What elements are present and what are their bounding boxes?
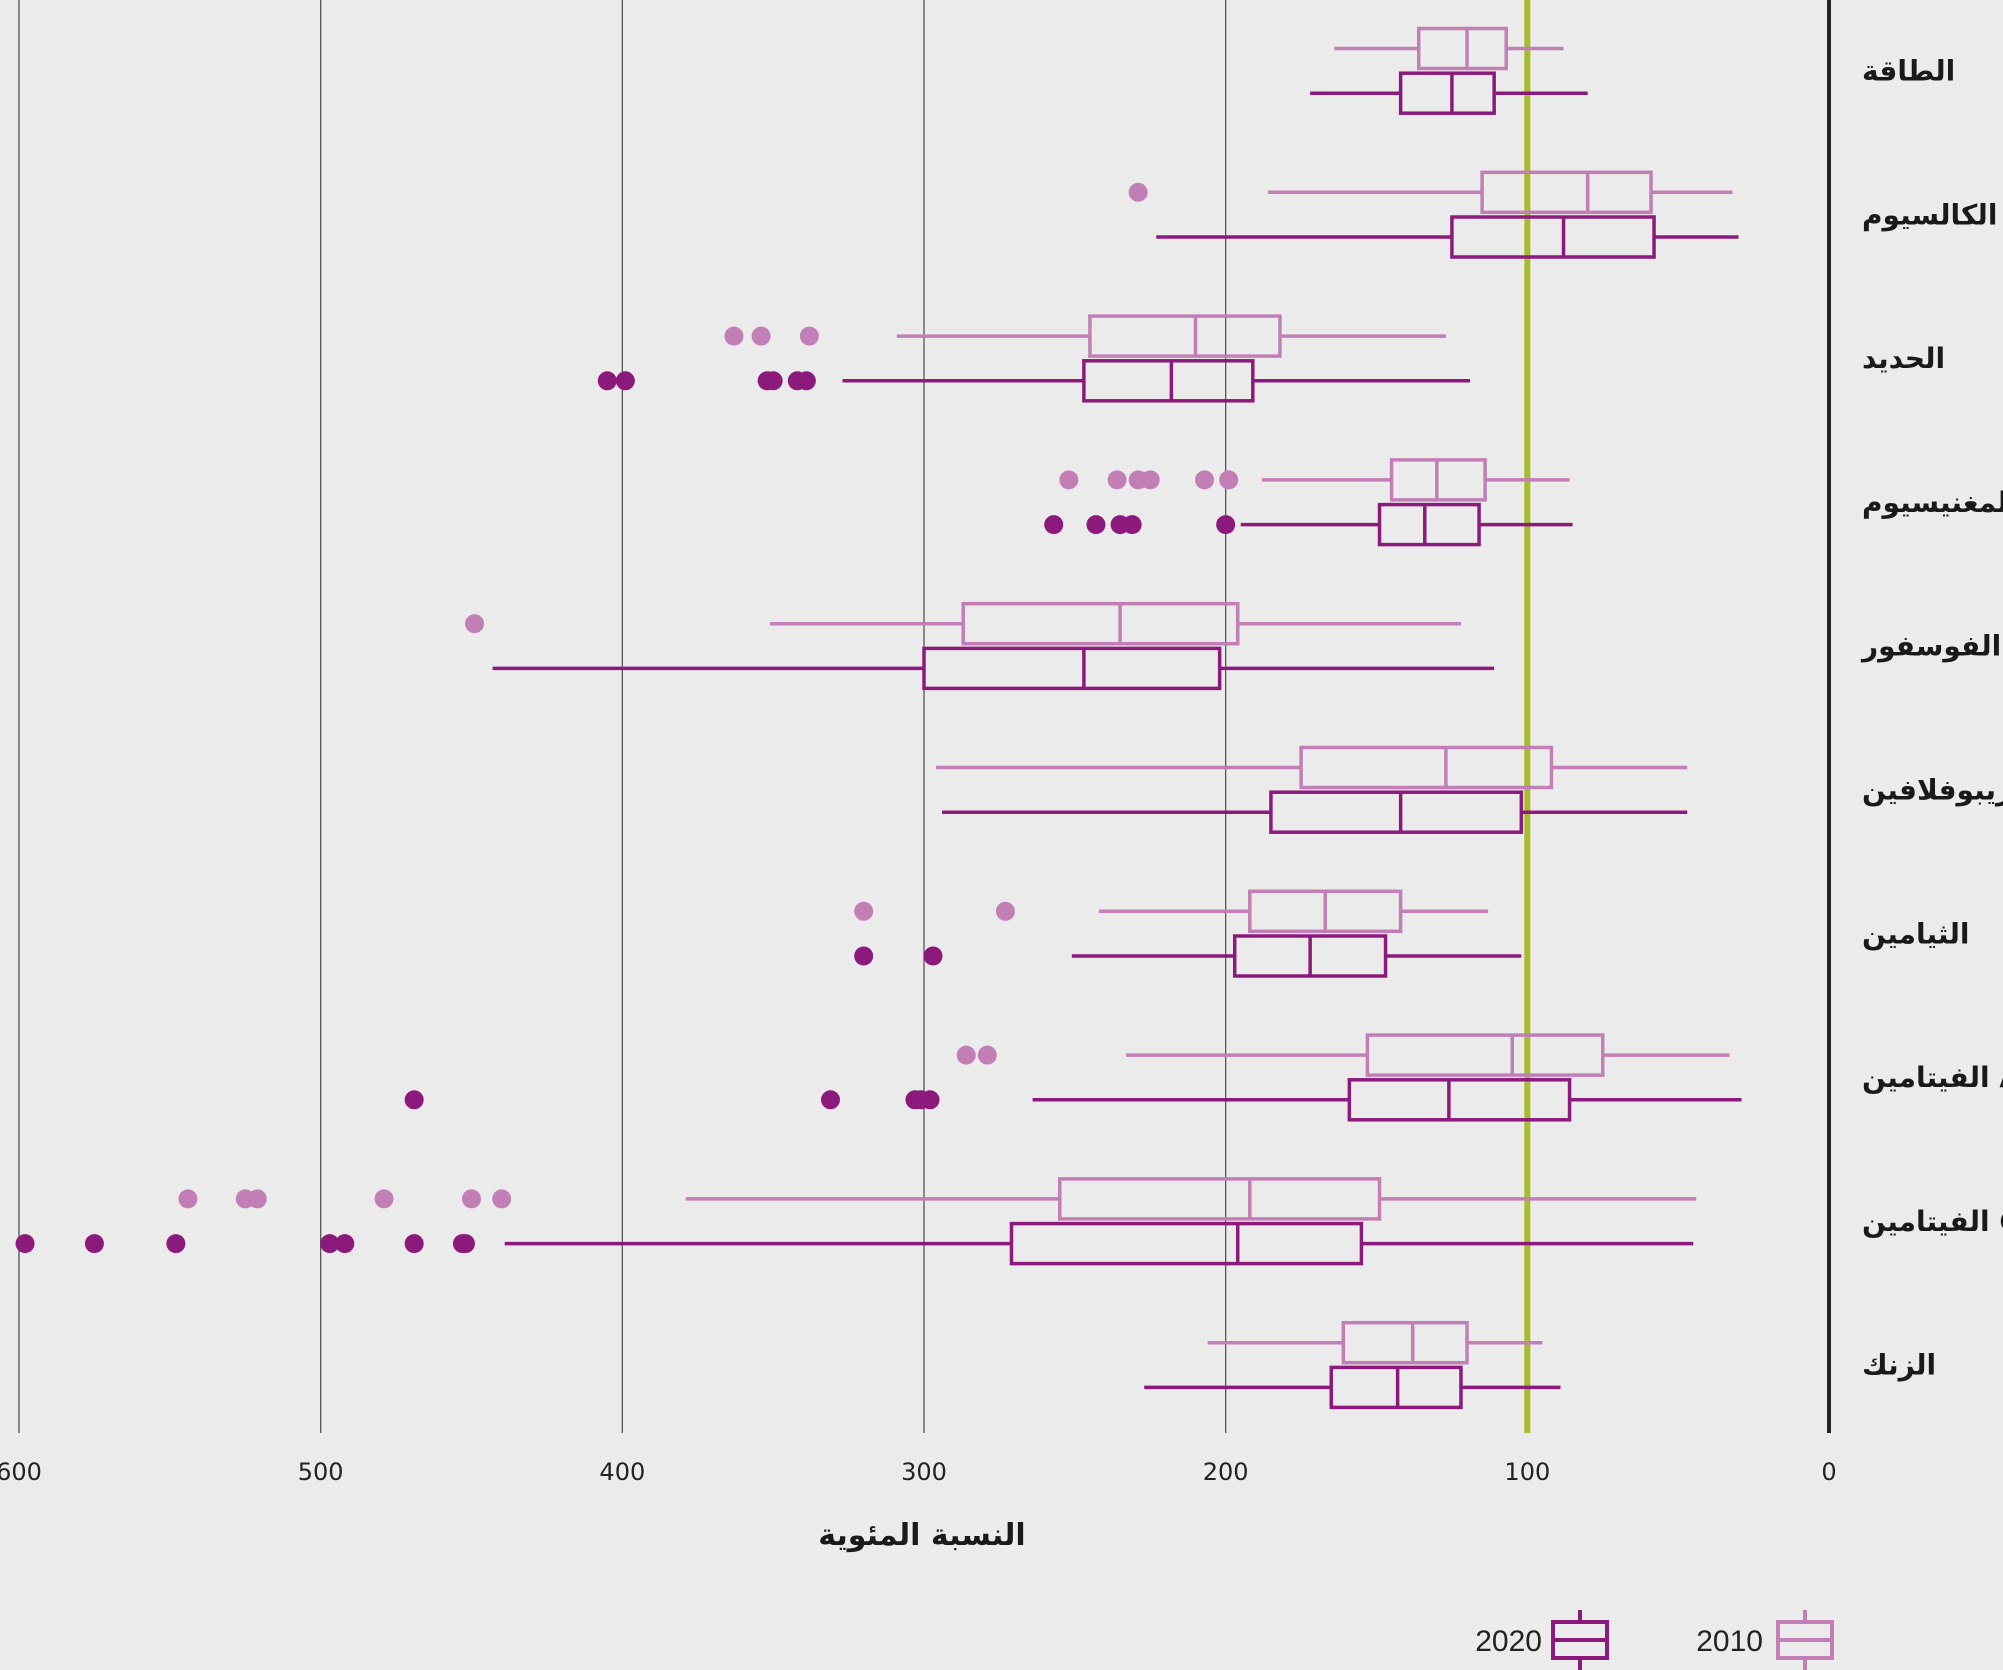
x-axis-title: النسبة المئوية [818, 1518, 1025, 1553]
iqr-box-2020 [1269, 790, 1524, 834]
outlier-point-2020 [1044, 515, 1064, 535]
x-tick-label: 0 [1821, 1458, 1836, 1486]
category-label: الفوسفور [1860, 630, 2001, 663]
box-2010 [1334, 26, 1564, 71]
outlier-point-2020 [796, 371, 816, 391]
box-2020 [854, 934, 1522, 978]
outlier-point-2020 [335, 1234, 355, 1254]
box-2020 [597, 359, 1471, 403]
outlier-point-2010 [751, 326, 771, 346]
category-label: المغنيسيوم [1862, 486, 2003, 519]
category-label: الحديد [1862, 342, 1945, 375]
outlier-point-2020 [597, 371, 617, 391]
iqr-box-2020 [1450, 215, 1656, 259]
outlier-point-2010 [178, 1189, 198, 1209]
outlier-point-2020 [854, 946, 874, 966]
outlier-point-2010 [724, 326, 744, 346]
outlier-point-2010 [1059, 470, 1079, 490]
iqr-box-2010 [1480, 170, 1653, 215]
outlier-point-2010 [247, 1189, 267, 1209]
legend: 2020 2010 [1475, 1610, 1834, 1670]
outlier-point-2010 [462, 1189, 481, 1209]
box-2020 [15, 1221, 1694, 1266]
outlier-point-2020 [404, 1090, 424, 1110]
outlier-point-2010 [1219, 470, 1239, 490]
box-2010 [854, 889, 1489, 934]
category-label: الفيتامين A [1862, 1061, 2003, 1094]
outlier-point-2020 [320, 1234, 340, 1254]
box-2020 [492, 646, 1495, 691]
box-2020 [942, 790, 1688, 834]
iqr-box-2010 [1299, 745, 1554, 790]
box-2010 [178, 1177, 1697, 1221]
outlier-point-2010 [374, 1189, 394, 1209]
category-label: الكالسيوم [1862, 198, 1997, 231]
outlier-point-2010 [465, 614, 485, 634]
box-2010 [956, 1033, 1730, 1077]
iqr-box-2010 [1365, 1033, 1605, 1077]
outlier-point-2010 [1128, 182, 1148, 202]
iqr-box-2010 [961, 601, 1240, 646]
outlier-point-2020 [1122, 515, 1142, 535]
x-tick-label: 300 [901, 1458, 947, 1486]
outlier-point-2020 [15, 1234, 35, 1254]
x-tick-label: 200 [1203, 1458, 1249, 1486]
category-label: الفيتامين C [1862, 1205, 2003, 1238]
x-tick-label: 100 [1504, 1458, 1550, 1486]
outlier-point-2020 [820, 1090, 840, 1110]
box-2020 [1144, 1365, 1561, 1410]
outlier-point-2020 [84, 1234, 104, 1254]
outlier-point-2020 [166, 1234, 186, 1254]
box-2020 [404, 1078, 1742, 1122]
iqr-box-2010 [1058, 1177, 1382, 1221]
iqr-box-2010 [1416, 26, 1508, 71]
outlier-point-2010 [956, 1045, 976, 1065]
iqr-box-2010 [1088, 314, 1282, 358]
outlier-point-2020 [615, 371, 635, 391]
outlier-point-2020 [920, 1090, 940, 1110]
outlier-point-2020 [1216, 515, 1236, 535]
x-tick-label: 400 [599, 1458, 645, 1486]
outlier-point-2010 [995, 901, 1015, 921]
outlier-point-2020 [763, 371, 783, 391]
box-2010 [936, 745, 1688, 790]
legend-label-2010: 2010 [1696, 1625, 1763, 1658]
outlier-point-2010 [977, 1045, 997, 1065]
box-2010 [1207, 1320, 1543, 1365]
outlier-point-2020 [1086, 515, 1106, 535]
outlier-point-2010 [1107, 470, 1127, 490]
outlier-point-2010 [799, 326, 819, 346]
box-2020 [1044, 502, 1573, 547]
outlier-point-2020 [404, 1234, 424, 1254]
iqr-box-2010 [1341, 1320, 1469, 1365]
box-2020 [1310, 71, 1588, 115]
category-label: الثيامين [1862, 917, 1969, 950]
iqr-box-2020 [1398, 71, 1496, 115]
category-label: الريبوفلافين [1862, 774, 2003, 807]
box-2010 [1128, 170, 1733, 215]
iqr-box-2020 [1347, 1078, 1572, 1122]
box-2010 [1059, 458, 1570, 502]
x-tick-label: 500 [298, 1458, 344, 1486]
iqr-box-2020 [1082, 359, 1255, 403]
outlier-point-2020 [455, 1234, 475, 1254]
iqr-box-2020 [1377, 502, 1481, 547]
category-label: الزنك [1862, 1349, 1936, 1382]
outlier-point-2010 [1140, 470, 1160, 490]
box-2020 [1156, 215, 1739, 259]
x-tick-label: 600 [0, 1458, 42, 1486]
outlier-point-2010 [854, 901, 874, 921]
category-label: الطاقة [1862, 55, 1955, 88]
outlier-point-2020 [923, 946, 943, 966]
box-2010 [465, 601, 1461, 646]
outlier-point-2010 [1195, 470, 1215, 490]
iqr-box-2020 [1009, 1221, 1364, 1266]
iqr-box-2020 [922, 646, 1222, 691]
outlier-point-2010 [492, 1189, 512, 1209]
box-2010 [724, 314, 1446, 358]
legend-label-2020: 2020 [1475, 1625, 1542, 1658]
